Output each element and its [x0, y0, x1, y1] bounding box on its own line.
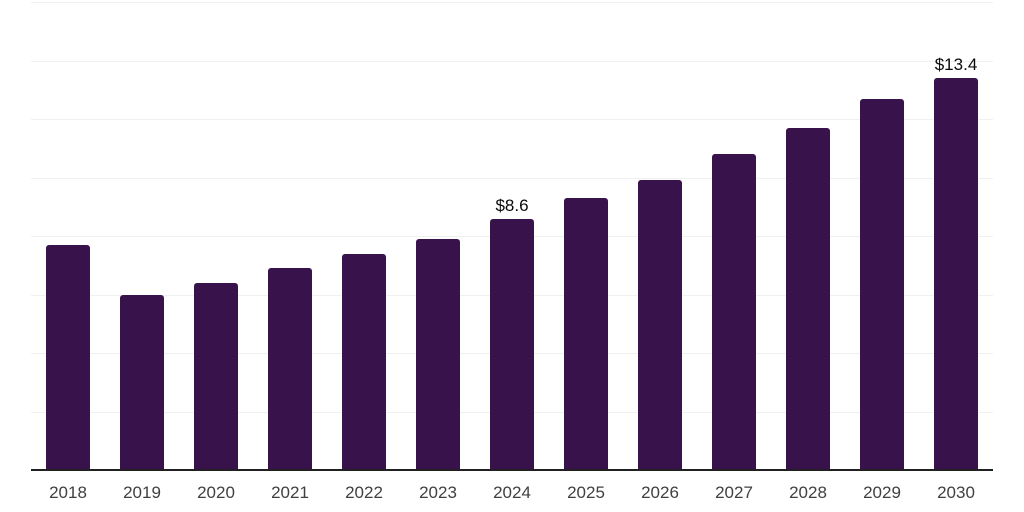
bar-2021 [268, 268, 312, 470]
bar-2027 [712, 154, 756, 470]
x-tick-2023: 2023 [419, 483, 457, 502]
x-tick-2026: 2026 [641, 483, 679, 502]
bar-2028 [786, 127, 830, 470]
bar-2020 [194, 282, 238, 470]
x-axis-line [31, 469, 993, 471]
bar-2019 [120, 294, 164, 470]
bar-2030 [934, 78, 978, 470]
x-tick-2019: 2019 [123, 483, 161, 502]
x-tick-2029: 2029 [863, 483, 901, 502]
bar-2029 [860, 98, 904, 470]
x-tick-2024: 2024 [493, 483, 531, 502]
data-label-2030: $13.4 [934, 55, 978, 75]
bar-2025 [564, 198, 608, 470]
x-tick-2028: 2028 [789, 483, 827, 502]
data-label-2024: $8.6 [495, 195, 529, 215]
x-tick-2027: 2027 [715, 483, 753, 502]
x-tick-2022: 2022 [345, 483, 383, 502]
gridline-16 [31, 2, 993, 3]
gridline-12 [31, 119, 993, 120]
gridline-14 [31, 60, 993, 62]
bar-2026 [638, 180, 682, 470]
bar-2022 [342, 253, 386, 470]
x-tick-2020: 2020 [197, 483, 235, 502]
bar-2018 [46, 244, 90, 470]
x-tick-2025: 2025 [567, 483, 605, 502]
bar-2023 [416, 238, 460, 470]
gridline-10 [31, 177, 993, 179]
x-tick-2030: 2030 [937, 483, 975, 502]
x-tick-2018: 2018 [49, 483, 87, 502]
x-tick-2021: 2021 [271, 483, 309, 502]
bar-2024 [490, 218, 534, 470]
